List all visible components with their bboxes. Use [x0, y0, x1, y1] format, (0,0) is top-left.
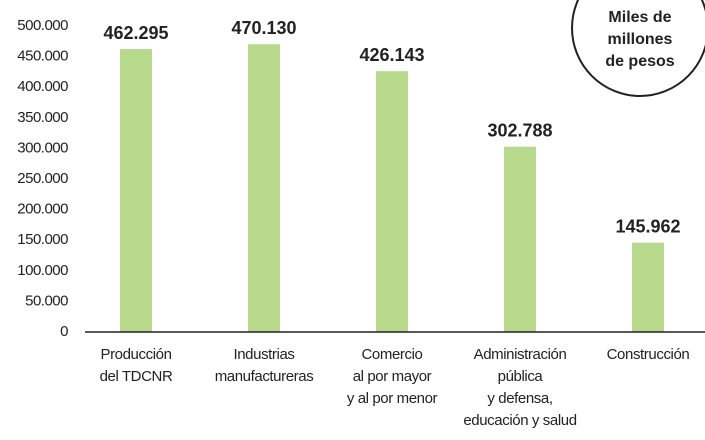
value-label: 302.788 — [487, 120, 552, 140]
x-tick-label: Construcción — [607, 346, 690, 363]
bar — [120, 49, 152, 332]
y-tick-label: 350.000 — [17, 109, 68, 126]
y-tick-label: 300.000 — [17, 139, 68, 156]
x-tick-label: educación y salud — [463, 412, 576, 429]
x-tick-label: Industrias — [233, 346, 294, 363]
y-tick-label: 450.000 — [17, 48, 68, 65]
value-label: 145.962 — [615, 216, 680, 236]
y-tick-label: 500.000 — [17, 17, 68, 34]
bar — [504, 146, 536, 332]
x-tick-label: Comercio — [362, 346, 423, 363]
value-label: 462.295 — [103, 23, 168, 43]
value-label: 426.143 — [359, 45, 424, 65]
annotation: Miles de — [608, 9, 671, 26]
bar — [632, 242, 664, 332]
y-tick-label: 200.000 — [17, 201, 68, 218]
x-tick-label: Producción — [100, 346, 171, 363]
y-tick-label: 100.000 — [17, 262, 68, 279]
bar — [376, 71, 408, 332]
x-tick-label: del TDCNR — [100, 368, 173, 385]
y-tick-label: 250.000 — [17, 170, 68, 187]
x-tick-label: al por mayor — [353, 368, 432, 385]
annotation: millones — [608, 31, 673, 48]
x-tick-label: Administración — [474, 346, 567, 363]
x-tick-label: y al por menor — [347, 390, 438, 407]
y-tick-label: 0 — [60, 323, 68, 340]
y-tick-label: 150.000 — [17, 231, 68, 248]
x-tick-label: pública — [498, 368, 544, 385]
annotation: de pesos — [605, 53, 674, 70]
y-tick-label: 400.000 — [17, 78, 68, 95]
value-label: 470.130 — [231, 18, 296, 38]
annotation-circle — [571, 0, 705, 97]
x-tick-label: manufactureras — [215, 368, 314, 385]
bar — [248, 44, 280, 332]
y-tick-label: 50.000 — [25, 292, 68, 309]
x-tick-label: y defensa, — [487, 390, 552, 407]
